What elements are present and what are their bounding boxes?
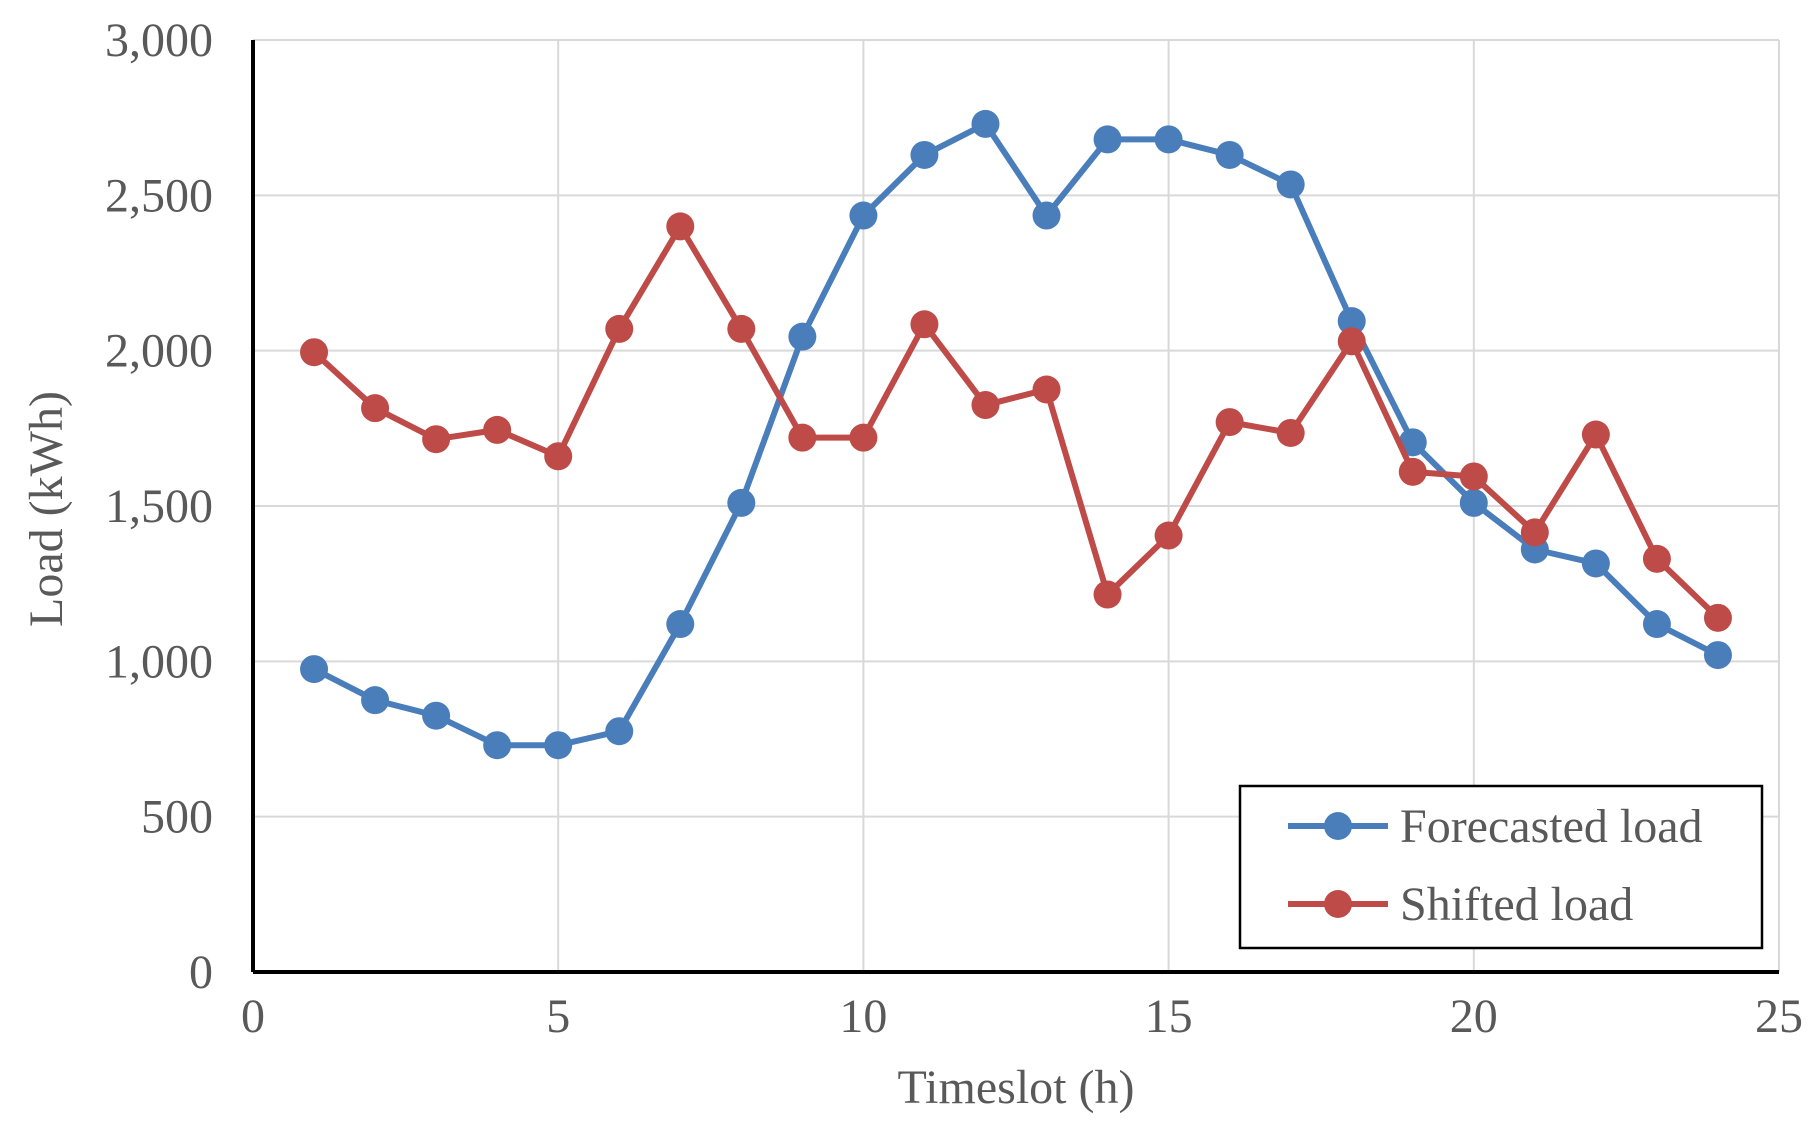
series-layer [300, 109, 1732, 760]
x-tick-label: 5 [546, 990, 570, 1043]
data-point-forecasted-load [788, 322, 817, 351]
y-tick-label: 1,500 [105, 480, 213, 533]
y-tick-label: 2,500 [105, 169, 213, 222]
data-point-shifted-load [483, 415, 512, 444]
x-axis-title: Timeslot (h) [898, 1061, 1135, 1114]
data-point-shifted-load [1032, 375, 1061, 404]
data-point-shifted-load [849, 423, 878, 452]
x-tick-label: 0 [241, 990, 265, 1043]
data-point-shifted-load [1398, 457, 1427, 486]
data-point-forecasted-load [1154, 125, 1183, 154]
legend: Forecasted load Shifted load [1238, 784, 1764, 950]
data-point-forecasted-load [1032, 201, 1061, 230]
grid-layer [252, 39, 1780, 973]
data-point-shifted-load [1703, 603, 1732, 632]
legend-label-shifted: Shifted load [1400, 878, 1633, 931]
data-point-shifted-load [1215, 408, 1244, 437]
data-point-forecasted-load [910, 140, 939, 169]
data-point-shifted-load [1093, 580, 1122, 609]
series-line-shifted-load [311, 223, 1721, 621]
data-point-forecasted-load [971, 109, 1000, 138]
x-tick-label: 10 [839, 990, 887, 1043]
data-point-forecasted-load [1459, 488, 1488, 517]
data-point-shifted-load [1276, 418, 1305, 447]
data-point-shifted-load [1581, 420, 1610, 449]
y-tick-label: 500 [141, 791, 213, 844]
data-point-forecasted-load [1703, 641, 1732, 670]
data-point-forecasted-load [422, 701, 451, 730]
x-tick-label: 25 [1755, 990, 1803, 1043]
y-tick-label: 0 [189, 946, 213, 999]
data-point-shifted-load [300, 338, 329, 367]
legend-marker-forecasted [1324, 812, 1352, 840]
y-axis-title: Load (kWh) [20, 391, 73, 627]
y-tick-label: 3,000 [105, 14, 213, 67]
data-point-forecasted-load [544, 731, 573, 760]
data-point-forecasted-load [666, 610, 695, 639]
data-point-forecasted-load [1276, 170, 1305, 199]
legend-box [1238, 784, 1764, 950]
data-point-forecasted-load [849, 201, 878, 230]
data-point-forecasted-load [361, 686, 390, 715]
data-point-shifted-load [605, 314, 634, 343]
data-point-forecasted-load [1642, 610, 1671, 639]
data-point-shifted-load [788, 423, 817, 452]
data-point-forecasted-load [300, 655, 329, 684]
series-line-forecasted-load [311, 120, 1721, 749]
data-point-forecasted-load [1337, 307, 1366, 336]
data-point-shifted-load [422, 425, 451, 454]
y-tick-label: 2,000 [105, 325, 213, 378]
x-tick-label: 15 [1145, 990, 1193, 1043]
data-point-forecasted-load [1093, 125, 1122, 154]
legend-marker-shifted [1324, 890, 1352, 918]
data-point-shifted-load [1337, 327, 1366, 356]
data-point-shifted-load [1520, 518, 1549, 547]
data-point-forecasted-load [1581, 549, 1610, 578]
data-point-shifted-load [1154, 521, 1183, 550]
legend-label-forecasted: Forecasted load [1400, 800, 1703, 853]
x-tick-label: 20 [1450, 990, 1498, 1043]
data-point-shifted-load [727, 314, 756, 343]
data-point-forecasted-load [727, 488, 756, 517]
data-point-shifted-load [1459, 462, 1488, 491]
data-point-shifted-load [666, 212, 695, 241]
data-point-shifted-load [1642, 544, 1671, 573]
data-point-forecasted-load [483, 731, 512, 760]
data-point-forecasted-load [1215, 140, 1244, 169]
data-point-shifted-load [544, 442, 573, 471]
data-point-shifted-load [361, 394, 390, 423]
y-tick-label: 1,000 [105, 635, 213, 688]
axis-layer: 0 500 1,000 1,500 2,000 2,500 3,000 0 5 10 15 20 25 [105, 14, 1803, 1043]
data-point-forecasted-load [1398, 428, 1427, 457]
data-point-shifted-load [971, 391, 1000, 420]
data-point-shifted-load [910, 310, 939, 339]
data-point-forecasted-load [605, 717, 634, 746]
